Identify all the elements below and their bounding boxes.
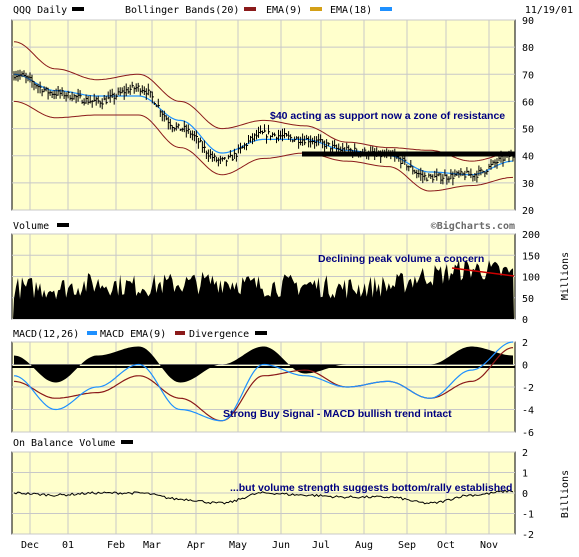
ema9-legend-swatch xyxy=(310,7,322,11)
obv-y-tick: -2 xyxy=(522,530,534,541)
x-tick-label: Jun xyxy=(272,540,290,551)
symbol-label: QQQ Daily xyxy=(13,5,67,16)
ema18-legend-swatch xyxy=(380,7,392,11)
price-bar-series xyxy=(13,69,515,186)
obv-line xyxy=(13,489,514,505)
volume-annotation: Declining peak volume a concern xyxy=(318,253,484,265)
price-y-tick: 40 xyxy=(522,152,534,163)
price-y-tick: 60 xyxy=(522,97,534,108)
bollinger-legend-label: Bollinger Bands(20) xyxy=(125,5,239,16)
macd-y-tick: -4 xyxy=(522,406,534,417)
obv-gridlines xyxy=(12,451,515,535)
price-y-tick: 50 xyxy=(522,125,534,136)
x-tick-label: Dec xyxy=(21,540,39,551)
ema18-line xyxy=(13,73,514,176)
bollinger-lower-band xyxy=(13,100,514,192)
volume-y-tick: 100 xyxy=(522,273,540,284)
x-tick-label: Sep xyxy=(398,540,416,551)
volume-panel: Volume ©BigCharts.com 200 150 100 50 0 Decli… xyxy=(11,220,571,326)
obv-unit-label: Billions xyxy=(560,470,571,518)
bollinger-legend-swatch xyxy=(244,7,256,11)
obv-annotation: ...but volume strength suggests bottom/r… xyxy=(230,482,512,494)
x-tick-label: Apr xyxy=(187,540,205,551)
volume-y-tick: 50 xyxy=(522,294,534,305)
price-bars xyxy=(13,69,515,186)
divergence-legend-swatch xyxy=(255,331,267,335)
volume-legend-swatch xyxy=(57,223,69,227)
x-tick-label: Nov xyxy=(480,540,498,551)
price-annotation: $40 acting as support now a zone of resi… xyxy=(270,110,505,122)
x-tick-label: Aug xyxy=(355,540,373,551)
macd-line xyxy=(13,341,514,422)
volume-unit-label: Millions xyxy=(560,252,571,300)
volume-y-tick: 150 xyxy=(522,251,540,262)
macd-title: MACD(12,26) xyxy=(13,329,79,340)
volume-y-tick: 200 xyxy=(522,230,540,241)
x-tick-label: Oct xyxy=(437,540,455,551)
macd-ema-label: MACD EMA(9) xyxy=(100,329,166,340)
x-tick-label: May xyxy=(229,540,247,551)
x-tick-label: 01 xyxy=(62,540,74,551)
macd-y-tick: 0 xyxy=(522,361,528,372)
ema9-legend-label: EMA(9) xyxy=(266,5,302,16)
x-axis: Dec 01 Feb Mar Apr May Jun Jul Aug Sep Oct Nov xyxy=(21,540,498,551)
volume-title: Volume xyxy=(13,221,49,232)
bollinger-upper-band xyxy=(13,41,513,162)
macd-panel: MACD(12,26) MACD EMA(9) Divergence 2 0 -2 -… xyxy=(11,329,534,439)
macd-y-tick: 2 xyxy=(522,338,528,349)
obv-title: On Balance Volume xyxy=(13,438,115,449)
divergence-label: Divergence xyxy=(189,329,249,340)
price-y-tick: 80 xyxy=(522,43,534,54)
price-y-tick: 30 xyxy=(522,179,534,190)
macd-y-tick: -2 xyxy=(522,383,534,394)
price-y-tick: 20 xyxy=(522,206,534,217)
obv-y-tick: 1 xyxy=(522,469,528,480)
obv-panel: On Balance Volume 2 1 0 -1 -2 ...but volume … xyxy=(11,438,571,541)
chart-date: 11/19/01 xyxy=(525,5,573,16)
macd-legend-swatch xyxy=(87,331,97,335)
volume-trend-line xyxy=(451,267,515,277)
macd-y-tick: -6 xyxy=(522,428,534,439)
obv-y-tick: -1 xyxy=(522,510,534,521)
macd-y-axis: 2 0 -2 -4 -6 xyxy=(522,338,534,439)
obv-y-axis: 2 1 0 -1 -2 xyxy=(522,448,534,541)
obv-y-tick: 2 xyxy=(522,448,528,459)
volume-y-axis: 200 150 100 50 0 xyxy=(522,230,540,326)
volume-bars xyxy=(13,259,514,319)
obv-legend-swatch xyxy=(121,440,133,444)
x-tick-label: Jul xyxy=(312,540,330,551)
x-tick-label: Feb xyxy=(107,540,125,551)
obv-y-tick: 0 xyxy=(522,489,528,500)
x-tick-label: Mar xyxy=(143,540,161,551)
price-y-tick: 90 xyxy=(522,16,534,27)
price-panel: 90 80 70 60 50 40 30 20 $40 acting as support n… xyxy=(11,16,534,217)
volume-y-tick: 0 xyxy=(522,315,528,326)
header: QQQ Daily Bollinger Bands(20) EMA(9) EMA… xyxy=(13,5,573,16)
price-y-tick: 70 xyxy=(522,70,534,81)
macd-annotation: Strong Buy Signal - MACD bullish trend i… xyxy=(223,408,452,420)
price-y-axis: 90 80 70 60 50 40 30 20 xyxy=(522,16,534,217)
watermark: ©BigCharts.com xyxy=(431,220,515,232)
price-legend-swatch xyxy=(72,7,84,11)
ema18-legend-label: EMA(18) xyxy=(330,5,372,16)
macd-ema-legend-swatch xyxy=(175,331,185,335)
